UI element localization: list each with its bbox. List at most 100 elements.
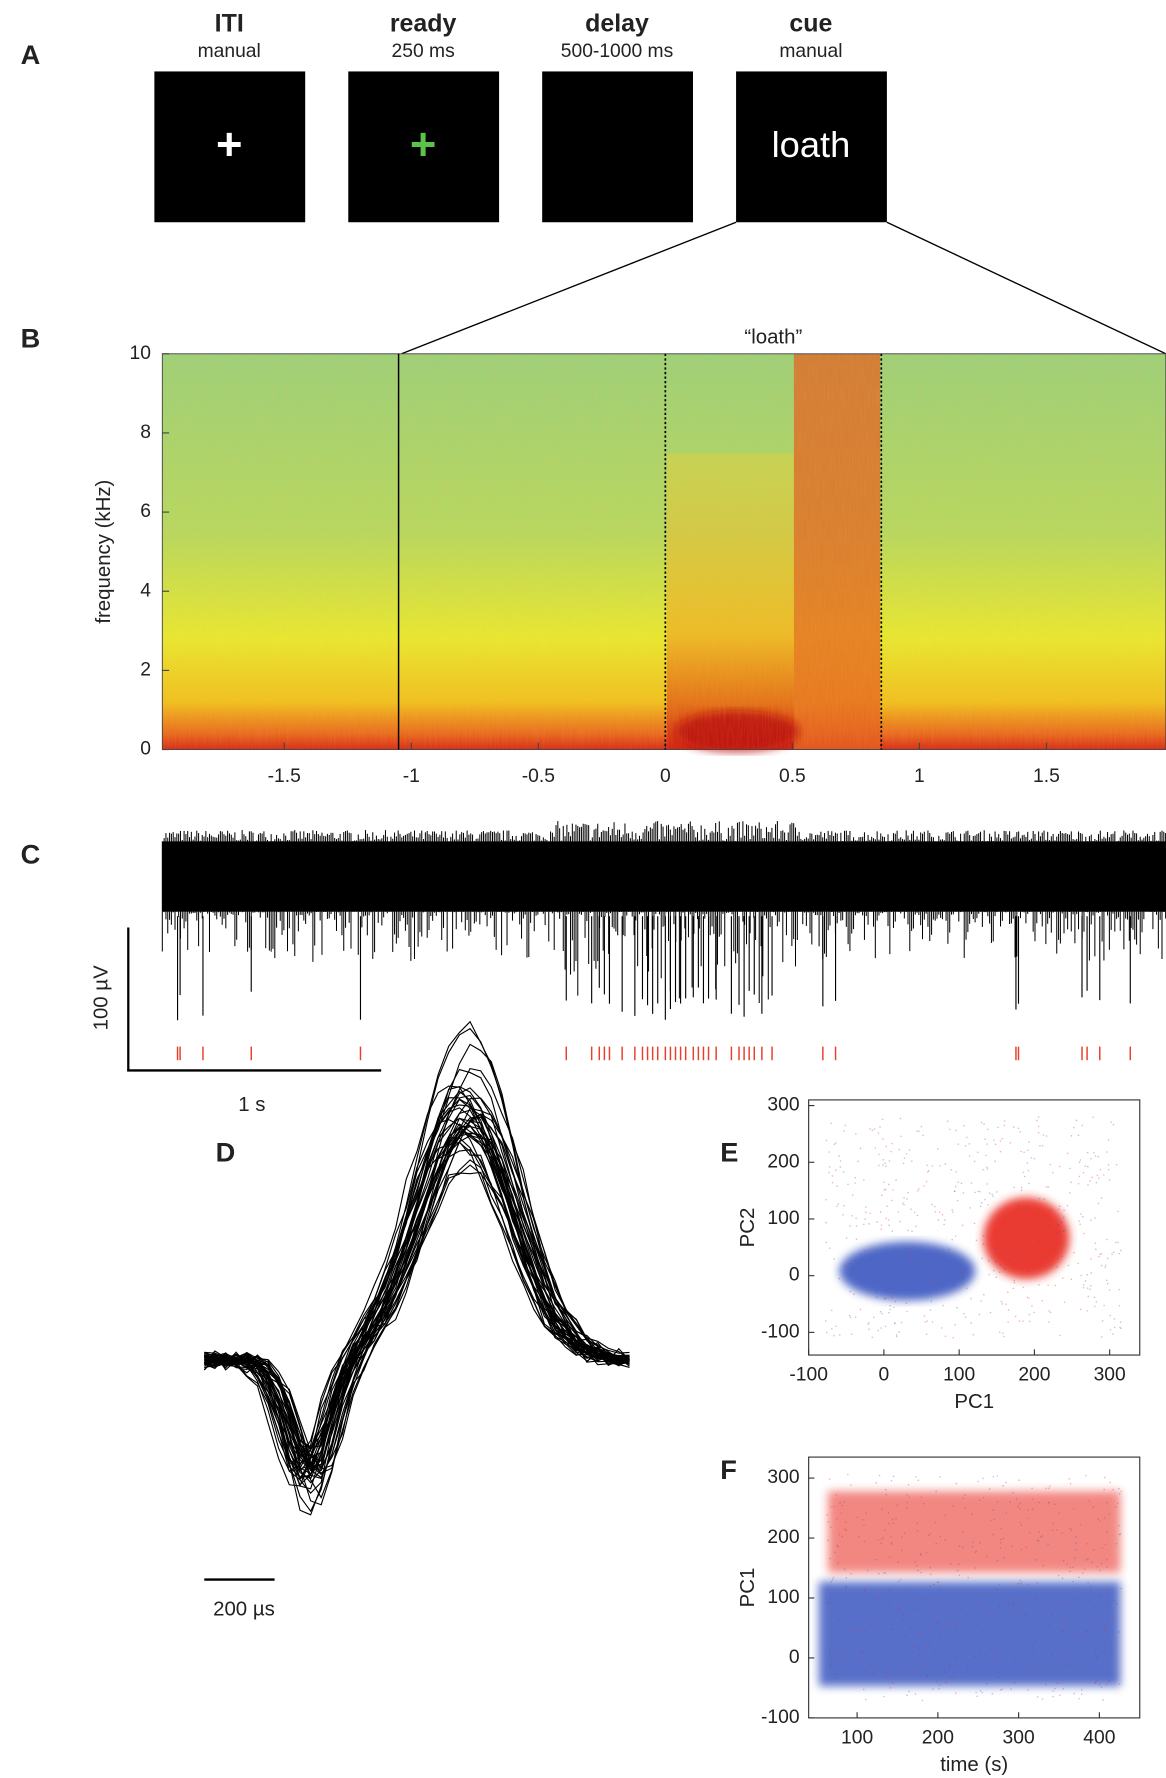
x-axis-label: time (s) (940, 1754, 1008, 1776)
dot (1013, 1281, 1016, 1284)
dot (944, 1219, 946, 1221)
dot (871, 1336, 874, 1339)
dot (876, 1644, 879, 1647)
dot (1051, 1654, 1053, 1657)
dot (870, 1623, 873, 1626)
dot (1028, 1320, 1031, 1323)
dot (861, 1258, 864, 1260)
dot (1079, 1159, 1082, 1161)
dot (1086, 1273, 1088, 1276)
dot (1094, 1652, 1097, 1655)
x-tick-label: -100 (789, 1365, 828, 1386)
dot (857, 1160, 859, 1163)
dot (1048, 1237, 1050, 1240)
dot (975, 1691, 977, 1694)
dot (834, 1142, 837, 1144)
dot (1115, 1163, 1118, 1166)
dot (945, 1681, 948, 1684)
dot (865, 1698, 867, 1701)
dot (1045, 1487, 1048, 1490)
dot (875, 1481, 878, 1484)
dot (1087, 1581, 1089, 1584)
dot (1047, 1284, 1049, 1286)
dot (1084, 1280, 1087, 1282)
dot (1041, 1698, 1044, 1700)
dot (1111, 1649, 1113, 1651)
dot (1002, 1332, 1004, 1334)
dot (985, 1154, 987, 1157)
dot (888, 1160, 891, 1162)
dot (978, 1313, 981, 1316)
dot (1054, 1284, 1056, 1287)
dot (1096, 1620, 1098, 1622)
dot (1001, 1252, 1004, 1254)
dot (963, 1125, 965, 1127)
dot (1088, 1499, 1091, 1502)
dot (936, 1680, 938, 1682)
dot (1054, 1687, 1056, 1690)
dot (993, 1139, 995, 1141)
dot (953, 1190, 956, 1193)
dot (1077, 1134, 1080, 1137)
dot (1013, 1602, 1015, 1604)
dot (928, 1640, 930, 1643)
dot (1001, 1688, 1003, 1691)
dot (1019, 1579, 1021, 1582)
dot (887, 1219, 890, 1221)
dot (825, 1241, 827, 1244)
dot (884, 1488, 887, 1491)
dot (989, 1239, 992, 1241)
dot (1020, 1524, 1023, 1526)
dot (890, 1543, 893, 1545)
dot (877, 1329, 880, 1332)
dot (1018, 1583, 1021, 1585)
dot (1048, 1502, 1051, 1504)
screen-title: cue (789, 10, 832, 38)
dot (889, 1304, 891, 1307)
dot (1057, 1224, 1059, 1227)
dot (1058, 1657, 1061, 1659)
waveform (204, 1098, 630, 1480)
dot (1018, 1479, 1020, 1482)
dot (982, 1243, 985, 1245)
dot (972, 1334, 975, 1336)
waveform (204, 1104, 630, 1479)
dot (887, 1512, 890, 1514)
dot (863, 1589, 865, 1592)
dot (884, 1297, 887, 1300)
dot (1066, 1665, 1068, 1667)
dot (955, 1170, 958, 1173)
dot (935, 1542, 938, 1545)
dot (1120, 1327, 1122, 1330)
dot (964, 1316, 967, 1318)
dot (1118, 1493, 1121, 1495)
dot (1052, 1240, 1055, 1242)
dot (926, 1170, 929, 1173)
dot (1060, 1221, 1063, 1223)
dot (845, 1586, 847, 1589)
dot (890, 1199, 893, 1202)
dot (930, 1300, 933, 1303)
dot (925, 1666, 928, 1669)
dot (863, 1540, 866, 1543)
dot (824, 1320, 827, 1322)
dot (1075, 1119, 1078, 1122)
dot (1104, 1625, 1106, 1627)
dot (1094, 1681, 1097, 1684)
dot (1048, 1321, 1050, 1323)
dot (1005, 1512, 1008, 1514)
dot (970, 1322, 973, 1324)
dot (890, 1150, 892, 1153)
waveform (203, 1171, 630, 1449)
dot (1030, 1157, 1033, 1159)
dot (1037, 1116, 1040, 1118)
dot (1012, 1660, 1015, 1663)
dot (1086, 1542, 1088, 1545)
dot (960, 1182, 963, 1185)
dot (1117, 1241, 1119, 1244)
dot (1020, 1581, 1023, 1584)
dot (852, 1640, 854, 1643)
dot (890, 1479, 893, 1482)
x-tick-label: 400 (1083, 1727, 1115, 1748)
dot (1069, 1527, 1072, 1530)
